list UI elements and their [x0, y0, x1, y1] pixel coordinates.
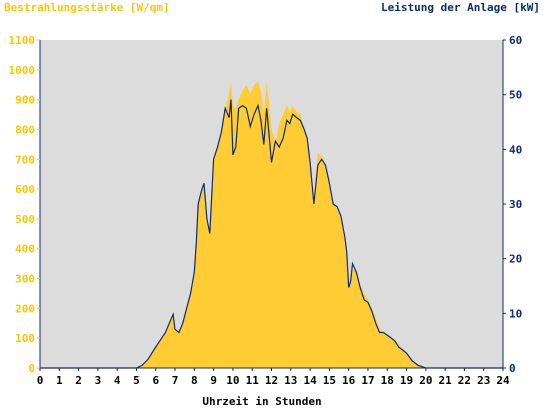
left-tick-label: 1000: [9, 64, 36, 77]
left-tick-label: 200: [15, 302, 35, 315]
right-tick-label: 10: [509, 307, 522, 320]
left-axis-title: Bestrahlungsstärke [W/qm]: [4, 1, 170, 14]
left-tick-label: 1100: [9, 34, 36, 47]
irradiance-area: [40, 81, 503, 368]
x-tick-label: 5: [133, 374, 140, 387]
left-tick-label: 100: [15, 332, 35, 345]
x-tick-label: 1: [56, 374, 63, 387]
right-tick-label: 30: [509, 198, 522, 211]
left-tick-label: 800: [15, 123, 35, 136]
left-tick-label: 700: [15, 153, 35, 166]
x-tick-label: 3: [95, 374, 102, 387]
x-tick-label: 22: [458, 374, 471, 387]
x-tick-label: 20: [419, 374, 432, 387]
x-tick-label: 21: [439, 374, 453, 387]
irradiance-area-layer: [40, 81, 503, 368]
x-tick-label: 16: [342, 374, 356, 387]
x-tick-label: 15: [323, 374, 336, 387]
x-tick-label: 4: [114, 374, 121, 387]
right-tick-label: 60: [509, 34, 522, 47]
left-tick-label: 600: [15, 183, 35, 196]
x-tick-label: 17: [361, 374, 374, 387]
x-tick-label: 6: [152, 374, 159, 387]
left-tick-label: 500: [15, 213, 35, 226]
x-tick-label: 12: [265, 374, 278, 387]
x-tick-label: 24: [496, 374, 510, 387]
x-tick-label: 2: [75, 374, 82, 387]
x-tick-label: 18: [381, 374, 394, 387]
right-tick-label: 0: [509, 362, 516, 375]
x-tick-label: 19: [400, 374, 413, 387]
x-tick-label: 9: [210, 374, 217, 387]
x-tick-label: 11: [246, 374, 260, 387]
power-line-layer: [40, 99, 503, 369]
x-tick-label: 14: [303, 374, 317, 387]
axes-layer: 0100200300400500600700800900100011000102…: [9, 34, 523, 387]
left-tick-label: 900: [15, 94, 35, 107]
x-axis-title: Uhrzeit in Stunden: [202, 395, 321, 408]
left-tick-label: 300: [15, 273, 35, 286]
x-tick-label: 13: [284, 374, 297, 387]
x-tick-label: 10: [226, 374, 239, 387]
right-tick-label: 20: [509, 253, 522, 266]
right-axis-title: Leistung der Anlage [kW]: [381, 1, 540, 14]
right-tick-label: 50: [509, 89, 522, 102]
power-line: [40, 99, 503, 369]
right-tick-label: 40: [509, 143, 522, 156]
left-tick-label: 400: [15, 243, 35, 256]
x-tick-label: 7: [172, 374, 179, 387]
x-tick-label: 0: [37, 374, 44, 387]
x-tick-label: 23: [477, 374, 490, 387]
x-tick-label: 8: [191, 374, 198, 387]
left-tick-label: 0: [28, 362, 35, 375]
